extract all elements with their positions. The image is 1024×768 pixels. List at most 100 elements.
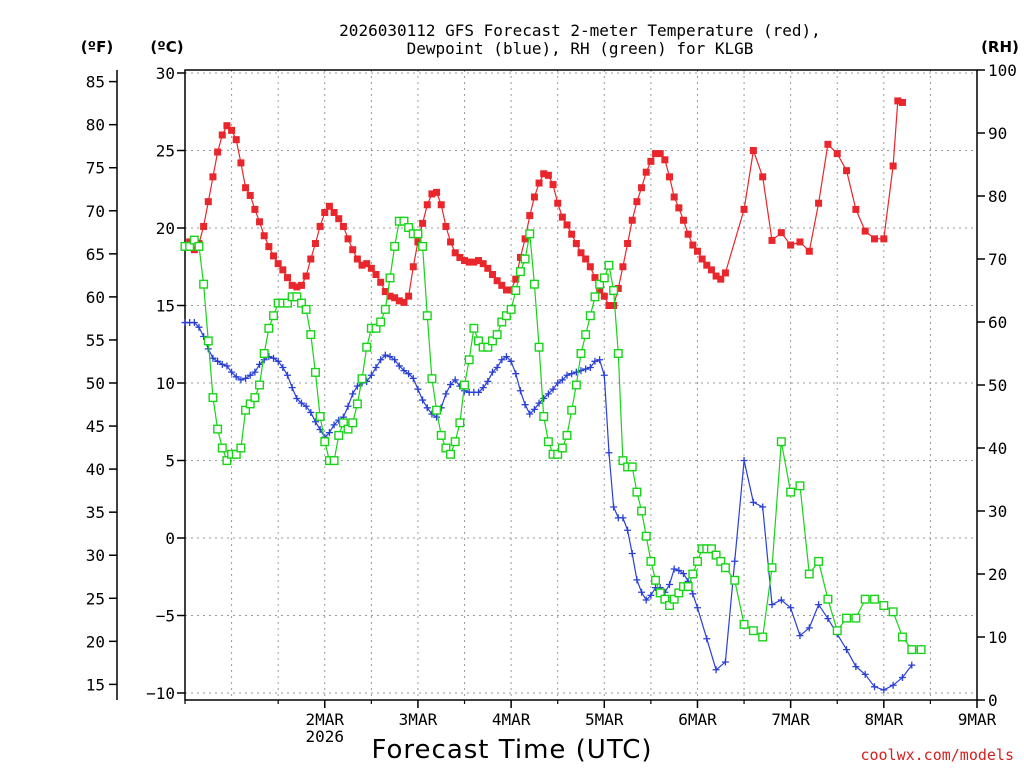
rh-tick-label: 70: [988, 250, 1007, 269]
temperature-point: [526, 212, 534, 220]
dewpoint-point: [232, 373, 240, 381]
temperature-point: [707, 266, 715, 274]
dewpoint-point: [344, 402, 352, 410]
temperature-point: [479, 260, 487, 268]
temperature-point: [759, 173, 767, 181]
rh-point: [870, 594, 880, 604]
temperature-point: [409, 263, 417, 271]
rh-point: [376, 317, 386, 327]
rh-point: [637, 506, 647, 516]
temperature-point: [624, 240, 632, 247]
temperature-point: [316, 222, 324, 230]
temperature-point: [721, 269, 729, 277]
rh-point: [553, 449, 563, 459]
temperature-point: [577, 249, 585, 257]
dewpoint-point: [297, 399, 305, 407]
dewpoint-point: [228, 368, 236, 376]
rh-point: [217, 443, 227, 453]
dewpoint-point: [619, 514, 627, 522]
rh-point: [646, 556, 656, 566]
dewpoint-point: [246, 371, 254, 379]
rh-point: [567, 405, 577, 415]
rh-point: [199, 279, 209, 289]
temperature-point: [260, 232, 268, 240]
temperature-point: [600, 292, 608, 300]
dewpoint-point: [880, 686, 888, 694]
dewpoint-point: [288, 384, 296, 392]
temperature-point: [642, 168, 650, 176]
dewpoint-point: [372, 364, 380, 371]
rh-point: [897, 632, 907, 642]
dewpoint-point: [731, 557, 739, 565]
rh-point: [432, 405, 442, 415]
dewpoint-point: [256, 360, 264, 368]
rh-point: [511, 286, 521, 296]
temperature-point: [442, 222, 450, 230]
dewpoint-point: [740, 457, 748, 464]
temperature-point: [712, 272, 720, 280]
dewpoint-point: [447, 381, 455, 389]
dewpoint-point: [600, 371, 608, 379]
rh-point: [748, 626, 758, 636]
dewpoint-point: [633, 576, 641, 584]
dewpoint-point: [381, 351, 389, 359]
rh-point: [651, 575, 661, 585]
rh-tick-label: 30: [988, 502, 1007, 521]
rh-point: [832, 626, 842, 636]
rh-point: [343, 424, 353, 434]
dewpoint-point: [237, 376, 245, 384]
dewpoint-point: [908, 661, 916, 669]
rh-point: [231, 449, 241, 459]
rh-point: [418, 241, 428, 251]
temperature-point: [638, 184, 646, 192]
dewpoint-point: [675, 567, 683, 575]
temperature-point: [325, 202, 333, 210]
dewpoint-point: [670, 565, 678, 573]
dewpoint-point: [377, 356, 385, 364]
rh-point: [711, 550, 721, 560]
rh-point: [907, 645, 917, 655]
rh-point: [767, 563, 777, 573]
temperature-point: [796, 238, 804, 246]
fahrenheit-tick-label: 50: [86, 374, 105, 393]
rh-point: [692, 556, 702, 566]
temperature-point: [270, 252, 278, 260]
temperature-point: [456, 253, 464, 261]
temperature-point: [475, 257, 483, 265]
temperature-point: [740, 205, 748, 213]
dewpoint-point: [498, 356, 506, 364]
site-credit: coolwx.com/models: [860, 746, 1014, 764]
rh-point: [823, 594, 833, 604]
temperature-point: [428, 190, 436, 198]
temperature-point: [717, 275, 725, 283]
x-tick-label: 5MAR: [585, 710, 624, 729]
fahrenheit-tick-label: 25: [86, 589, 105, 608]
rh-point: [660, 594, 670, 604]
dewpoint-point: [395, 362, 403, 370]
temperature-point: [465, 258, 473, 266]
fahrenheit-tick-label: 45: [86, 417, 105, 436]
dewpoint-point: [805, 624, 813, 632]
rh-point: [585, 311, 595, 321]
temperature-point: [433, 188, 441, 196]
dewpoint-point: [325, 429, 333, 437]
fahrenheit-tick-label: 85: [86, 73, 105, 92]
temperature-point: [344, 235, 352, 243]
temperature-point: [568, 230, 576, 238]
celsius-tick-label: 0: [165, 529, 175, 548]
fahrenheit-tick-label: 20: [86, 632, 105, 651]
dewpoint-point: [624, 526, 632, 534]
rh-point: [720, 563, 730, 573]
dewpoint-point: [270, 354, 278, 362]
rh-point: [595, 279, 605, 289]
rh-point: [264, 323, 274, 333]
temperature-point: [558, 213, 566, 221]
dewpoint-point: [283, 371, 291, 379]
rh-tick-label: 0: [988, 691, 998, 710]
dewpoint-point: [279, 364, 287, 371]
dewpoint-point: [703, 635, 711, 643]
dewpoint-point: [530, 405, 538, 413]
temperature-point: [209, 173, 217, 181]
dewpoint-point: [223, 362, 231, 370]
rh-point: [590, 292, 600, 302]
